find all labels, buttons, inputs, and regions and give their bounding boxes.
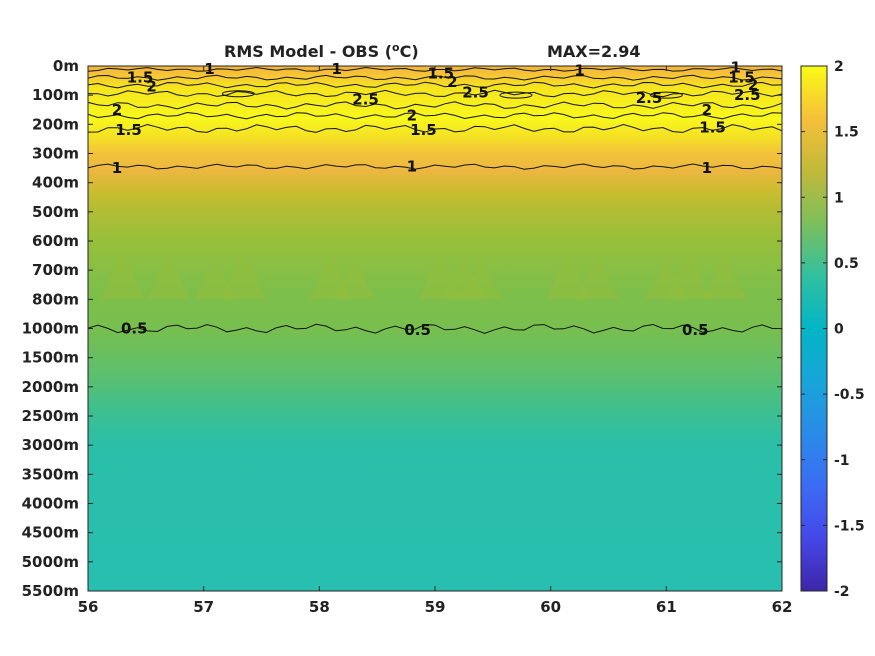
contour-label: 2 (447, 73, 457, 91)
contour-line (87, 74, 783, 81)
x-tick-label: 61 (656, 598, 677, 616)
contour-loop (499, 91, 533, 99)
max-label: MAX=2.94 (547, 42, 641, 61)
texture-peak (702, 255, 747, 300)
texture-peak (193, 261, 238, 300)
contour-label: 2.5 (636, 89, 663, 107)
colorbar-tick-label: -1 (834, 453, 850, 469)
contour-label: 2 (146, 77, 156, 95)
contour-label: 1.5 (115, 121, 142, 139)
contour-label: 0.5 (682, 321, 709, 339)
y-tick-label: 5000m (22, 553, 79, 571)
y-tick-label: 4000m (22, 495, 79, 513)
y-tick-label: 700m (32, 261, 79, 279)
contour-label: 1 (702, 159, 712, 177)
x-axis-ticks: 56 57 58 59 60 61 62 (78, 66, 793, 616)
colorbar-tick-label: 1 (834, 190, 844, 206)
contour-label: 1.5 (699, 118, 726, 136)
colorbar-tick-label: 0.5 (834, 256, 859, 272)
y-axis-ticks: 0m 100m 200m 300m 400m 500m 600m 700m 800m 1000m 1… (22, 57, 782, 600)
texture-peak (546, 249, 591, 300)
contour-label: 1.5 (410, 121, 437, 139)
contour-label: 1 (407, 158, 417, 176)
texture-peak (667, 249, 712, 300)
colorbar (800, 65, 828, 592)
contour-line (87, 89, 783, 98)
contour-label: 1.5 (127, 69, 154, 87)
contour-line (87, 163, 783, 170)
contour-line (87, 123, 783, 133)
chart-title: RMS Model - OBS (oC) (224, 41, 419, 61)
y-tick-label: 1000m (22, 320, 79, 338)
texture-peak (146, 255, 191, 300)
contour-line (87, 323, 783, 334)
y-tick-label: 0m (53, 57, 79, 75)
contour-label: 2.5 (734, 86, 761, 104)
contour-loop (221, 90, 255, 98)
colorbar-tick-label: 1.5 (834, 125, 859, 141)
contour-line (87, 81, 783, 89)
y-tick-label: 2500m (22, 407, 79, 425)
colorbar-tick-label: 0 (834, 322, 844, 338)
contour-loop (649, 91, 683, 99)
contour-label: 2.5 (352, 91, 379, 109)
contour-label: 1 (331, 60, 341, 78)
contour-label: 2 (112, 101, 122, 119)
contour-line (87, 101, 783, 110)
y-tick-label: 100m (32, 86, 79, 104)
colorbar-ticks: 2 1.5 1 0.5 0 -0.5 -1 -1.5 -2 (801, 59, 865, 600)
contour-label: 1 (574, 61, 584, 79)
x-tick-label: 60 (540, 598, 561, 616)
contour-line (87, 111, 783, 120)
colorbar-tick-label: -1.5 (834, 518, 865, 534)
x-tick-label: 59 (425, 598, 446, 616)
texture-peak (332, 261, 377, 300)
y-tick-label: 300m (32, 145, 79, 163)
texture-peak (222, 249, 267, 300)
y-tick-label: 5500m (22, 582, 79, 600)
contour-label: 1 (731, 58, 741, 76)
texture-peak (459, 261, 504, 300)
x-tick-label: 56 (78, 598, 99, 616)
y-tick-label: 600m (32, 232, 79, 250)
contour-label: 1 (112, 159, 122, 177)
y-tick-label: 4500m (22, 524, 79, 542)
contour-label: 0.5 (121, 320, 148, 338)
contour-labels: 1 1 1 11.521.52 1.522.52.5 2.5 2.52 2 21.5 1.5 1.5… (112, 58, 761, 339)
y-tick-label: 500m (32, 203, 79, 221)
x-tick-label: 58 (309, 598, 330, 616)
y-tick-label: 1500m (22, 349, 79, 367)
contour-label: 0.5 (404, 321, 431, 339)
y-tick-label: 3000m (22, 436, 79, 454)
colorbar-tick-label: -2 (834, 584, 850, 600)
texture-peak (100, 249, 145, 300)
y-tick-label: 2000m (22, 378, 79, 396)
contour-label: 2.5 (462, 83, 489, 101)
contour-label: 2 (702, 101, 712, 119)
texture-peak (574, 255, 619, 300)
x-tick-label: 57 (193, 598, 214, 616)
texture-blobs (100, 249, 747, 300)
y-tick-label: 3500m (22, 465, 79, 483)
x-tick-label: 62 (772, 598, 793, 616)
y-tick-label: 200m (32, 115, 79, 133)
y-tick-label: 800m (32, 290, 79, 308)
colorbar-tick-label: -0.5 (834, 387, 865, 403)
contour-label: 1 (204, 60, 214, 78)
y-tick-label: 400m (32, 174, 79, 192)
contour-label: 2 (407, 107, 417, 125)
contour-label: 1.5 (427, 64, 454, 82)
contour-label: 1.5 (728, 69, 755, 87)
contour-label: 2 (748, 76, 758, 94)
colorbar-tick-label: 2 (834, 59, 844, 75)
